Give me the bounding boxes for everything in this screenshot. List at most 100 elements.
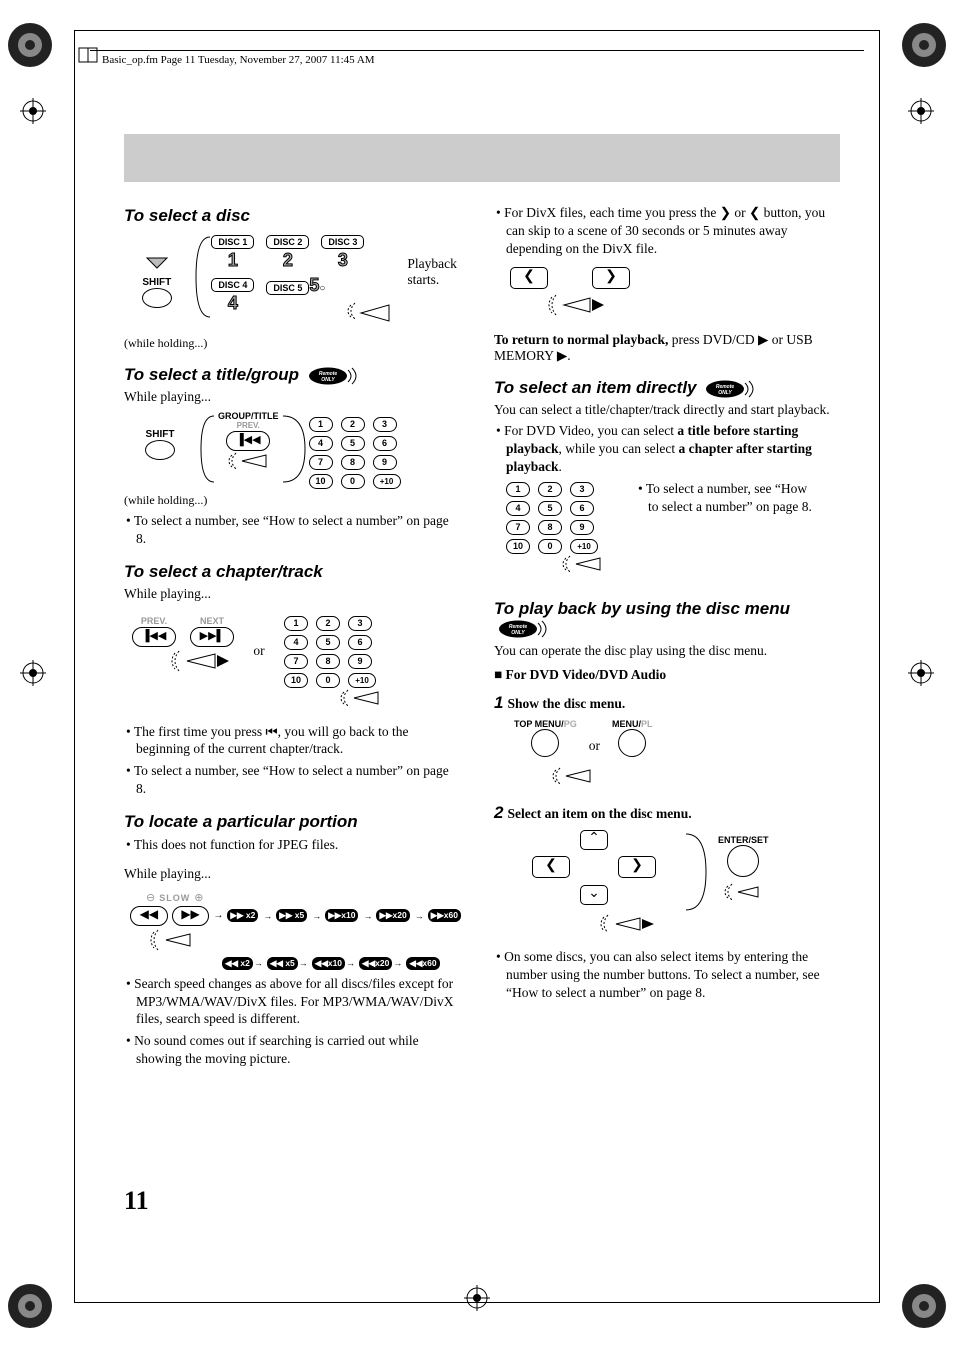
prev-button-icon: ▐◀◀ (226, 431, 270, 451)
num-key: 0 (538, 539, 562, 554)
or-label: or (244, 617, 274, 659)
disc-num: 5 (309, 275, 319, 296)
pg-label: PG (564, 719, 577, 729)
while-playing-label: While playing... (124, 389, 462, 405)
press-hand-icon (556, 554, 616, 580)
disc-button: DISC 2 (266, 235, 309, 249)
speed-pill: ▶▶x60 (428, 909, 461, 922)
disc-button: DISC 3 (321, 235, 364, 249)
disc-button: DISC 1 (211, 235, 254, 249)
speed-pill: ◀◀x10 (312, 957, 345, 970)
num-key: 3 (570, 482, 594, 497)
next-label: NEXT (190, 616, 234, 626)
reg-mark-icon (20, 660, 46, 686)
reg-mark-icon (908, 98, 934, 124)
group-title-label: GROUP/TITLE (218, 411, 279, 421)
crop-mark-tr (899, 20, 949, 70)
enter-button (727, 845, 759, 877)
heading-select-chapter: To select a chapter/track (124, 562, 462, 582)
remote-only-badge-icon: RemoteONLY (498, 620, 556, 638)
bullet-text: On some discs, you can also select items… (494, 948, 832, 1001)
num-key: 0 (341, 474, 365, 489)
num-key: 3 (373, 417, 397, 432)
header-rule (90, 50, 864, 51)
slow-label: SLOW (159, 893, 190, 903)
num-key: 5 (538, 501, 562, 516)
prev-label: PREV. (218, 421, 279, 430)
diagram-select-title: SHIFT GROUP/TITLE PREV. ▐◀◀ 1 2 3 4 5 6 (124, 411, 462, 489)
up-arrow-button: ⌃ (580, 830, 608, 850)
top-menu-button (531, 729, 559, 757)
reg-mark-icon (20, 98, 46, 124)
menu-button (618, 729, 646, 757)
speed-pill: ◀◀ x2 (222, 957, 253, 970)
bullet-text: For DivX files, each time you press the … (494, 204, 832, 257)
while-holding-label: (while holding...) (124, 336, 462, 351)
num-key: 10 (309, 474, 333, 489)
diagram-select-disc: SHIFT DISC 11 DISC 22 DISC 33 DISC 44 DI… (124, 232, 462, 332)
num-key: 3 (348, 616, 372, 631)
num-key: 8 (341, 455, 365, 470)
bracket-icon (682, 829, 710, 915)
step-number: 2 (494, 803, 503, 822)
num-key: 5 (316, 635, 340, 650)
header-text: Basic_op.fm Page 11 Tuesday, November 27… (102, 54, 375, 66)
disc-num: 4 (211, 293, 254, 314)
shift-label: SHIFT (142, 277, 171, 288)
svg-text:ONLY: ONLY (511, 630, 525, 636)
disc-num: 2 (266, 250, 309, 271)
return-text: To return to normal playback, press DVD/… (494, 332, 832, 364)
num-key: 6 (373, 436, 397, 451)
book-icon (77, 44, 99, 66)
bullet-text: No sound comes out if searching is carri… (124, 1032, 462, 1068)
press-arrow-icon (584, 911, 724, 939)
num-key: 1 (284, 616, 308, 631)
press-arrow-icon (133, 647, 233, 677)
section-banner (124, 134, 840, 182)
numpad: 1 2 3 4 5 6 7 8 9 10 0 +10 (506, 482, 616, 554)
right-arrow-button: ❯ (618, 856, 656, 878)
num-key: 0 (316, 673, 340, 688)
bullet-text: This does not function for JPEG files. (124, 836, 462, 854)
step-text: Show the disc menu. (507, 696, 625, 711)
diagram-locate: ⊖ SLOW ⊕ ◀◀ ▶▶ → ▶▶ x2→ ▶▶ x5→ ▶▶x10→ ▶▶… (124, 888, 462, 971)
num-key: 4 (309, 436, 333, 451)
rewind-button-icon: ◀◀ (130, 906, 168, 926)
or-label: or (589, 720, 600, 754)
num-key: 10 (506, 539, 530, 554)
speed-pill: ◀◀ x5 (267, 957, 298, 970)
heading-select-item: To select an item directly RemoteONLY (494, 378, 832, 398)
num-key: 9 (348, 654, 372, 669)
reg-mark-icon (908, 660, 934, 686)
page: Basic_op.fm Page 11 Tuesday, November 27… (0, 0, 954, 1351)
speed-pill: ▶▶x20 (376, 909, 409, 922)
diagram-select-chapter: PREV.▐◀◀ NEXT▶▶▌ or 1 2 3 4 5 6 7 (124, 616, 462, 719)
num-key: 1 (506, 482, 530, 497)
subheading-for-dvd: ■ For DVD Video/DVD Audio (494, 667, 832, 683)
num-key: 7 (284, 654, 308, 669)
disc-button: DISC 5 (266, 281, 309, 295)
body-text: You can operate the disc play using the … (494, 643, 832, 659)
num-key: 1 (309, 417, 333, 432)
diagram-select-item: 1 2 3 4 5 6 7 8 9 10 0 +10 To (506, 482, 832, 585)
num-key: 8 (538, 520, 562, 535)
press-hand-icon (718, 882, 768, 906)
diagram-left-right: ❮ ❯ (510, 267, 832, 326)
speed-pill: ▶▶ x5 (276, 909, 307, 922)
num-key: 10 (284, 673, 308, 688)
step-text: Select an item on the disc menu. (507, 806, 691, 821)
num-key: 7 (506, 520, 530, 535)
num-key: 7 (309, 455, 333, 470)
next-button-icon: ▶▶▌ (190, 627, 234, 647)
menu-label: MENU/ (612, 719, 641, 729)
num-key: +10 (348, 673, 376, 688)
while-playing-label: While playing... (124, 866, 462, 882)
press-arrow-icon (510, 289, 630, 321)
heading-locate-portion: To locate a particular portion (124, 812, 462, 832)
remote-only-badge-icon: RemoteONLY (308, 367, 366, 385)
prev-label: PREV. (132, 616, 176, 626)
bracket-icon (196, 411, 218, 487)
num-key: 6 (570, 501, 594, 516)
numpad: 1 2 3 4 5 6 7 8 9 10 0 +10 (309, 417, 397, 489)
shift-button (142, 288, 172, 308)
